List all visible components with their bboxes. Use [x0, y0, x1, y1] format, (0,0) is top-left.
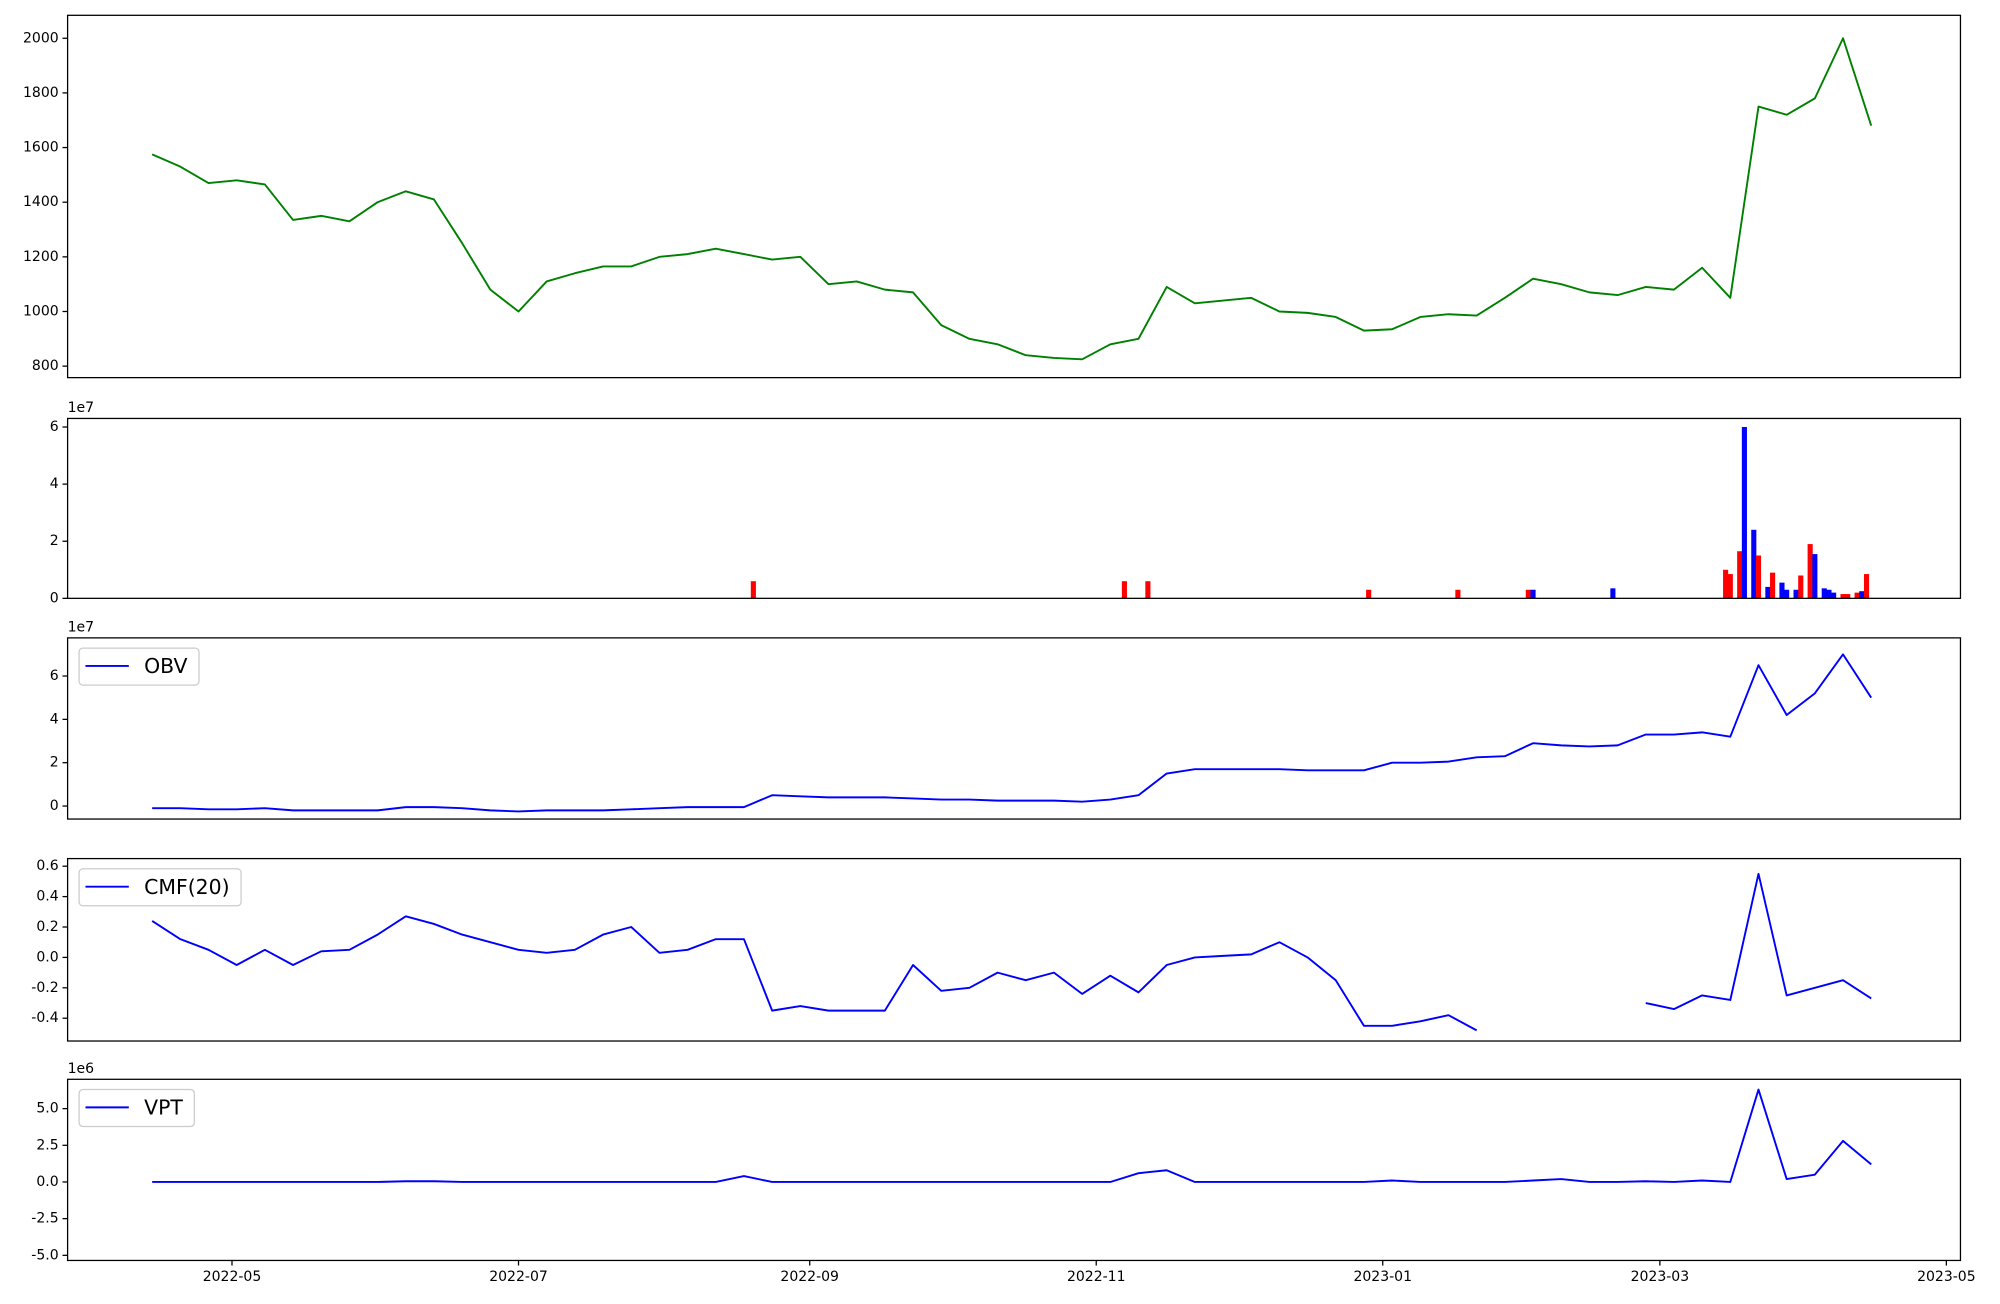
- bar: [1455, 589, 1461, 599]
- legend-box: [78, 1088, 195, 1128]
- data-line: [151, 872, 1872, 1032]
- bar: [1859, 591, 1865, 599]
- axes-frame: [66, 14, 1962, 379]
- bar: [1821, 588, 1827, 599]
- y-tick-label: 0.4: [36, 889, 58, 905]
- offset-label: 1e7: [68, 620, 94, 636]
- y-tick-label: 2000: [23, 30, 59, 46]
- bar: [1610, 588, 1616, 599]
- legend-label: VPT: [144, 1096, 183, 1120]
- y-tick-label: 0.0: [36, 1174, 58, 1190]
- x-tick-label: 2022-05: [203, 1269, 262, 1285]
- axes-frame: [66, 857, 1962, 1042]
- bar: [1845, 594, 1851, 599]
- offset-label: 1e6: [68, 1061, 95, 1077]
- y-tick-label: 6: [50, 419, 59, 435]
- y-tick-label: 0: [50, 798, 59, 814]
- x-tick-label: 2023-01: [1353, 1269, 1412, 1285]
- data-line: [151, 37, 1873, 361]
- bar: [1793, 589, 1799, 599]
- y-tick-label: -5.0: [31, 1247, 58, 1263]
- y-tick-label: 800: [32, 358, 59, 374]
- y-tick-label: 1200: [23, 249, 59, 265]
- y-tick-label: 2.5: [36, 1137, 58, 1153]
- axes-frame: [66, 417, 1962, 599]
- bar: [1779, 582, 1785, 599]
- bar: [1831, 592, 1837, 599]
- bar: [1755, 555, 1762, 599]
- bar: [1121, 581, 1127, 599]
- bar: [1798, 575, 1804, 599]
- data-line: [152, 1088, 1872, 1183]
- x-tick-label: 2022-07: [489, 1269, 548, 1285]
- axes-frame: [66, 637, 1962, 820]
- bar: [1854, 592, 1860, 599]
- data-line: [152, 653, 1873, 813]
- x-tick-label: 2022-09: [780, 1269, 839, 1285]
- y-tick-label: 1400: [23, 194, 59, 210]
- bar: [1145, 581, 1151, 599]
- y-tick-label: 1800: [23, 85, 59, 101]
- y-tick-label: 0.6: [36, 858, 58, 874]
- bar: [1765, 586, 1771, 599]
- bar: [1737, 551, 1743, 599]
- bar: [750, 581, 756, 599]
- bar: [1770, 572, 1776, 599]
- legend-box: [78, 868, 242, 907]
- y-tick-label: -0.2: [31, 980, 58, 996]
- y-tick-label: -0.4: [31, 1010, 58, 1026]
- y-tick-label: 0.2: [36, 919, 58, 935]
- y-tick-label: 1600: [23, 140, 59, 156]
- bar: [1840, 594, 1846, 599]
- bar: [1826, 589, 1832, 599]
- legend-box: [78, 647, 200, 686]
- y-tick-label: 2: [50, 533, 59, 549]
- y-tick-label: 6: [50, 668, 59, 684]
- y-tick-label: 4: [50, 476, 59, 492]
- offset-label: 1e7: [68, 400, 94, 416]
- legend-label: CMF(20): [144, 875, 229, 899]
- bar: [1812, 554, 1818, 599]
- x-tick-label: 2023-03: [1631, 1269, 1690, 1285]
- y-tick-label: 0.0: [36, 949, 58, 965]
- bar: [1723, 569, 1729, 599]
- bar: [1525, 589, 1531, 599]
- y-tick-label: 2: [50, 755, 59, 771]
- axes-frame: [66, 1078, 1962, 1262]
- y-tick-label: 0: [50, 590, 59, 606]
- y-tick-label: 4: [50, 711, 59, 727]
- bar: [1727, 574, 1733, 599]
- legend-label: OBV: [144, 654, 187, 678]
- x-tick-label: 2023-05: [1917, 1269, 1976, 1285]
- bar: [1863, 574, 1870, 599]
- bar: [1741, 427, 1747, 599]
- bar: [1530, 589, 1536, 599]
- bar: [1807, 544, 1813, 599]
- x-tick-label: 2022-11: [1067, 1269, 1126, 1285]
- bar: [1366, 589, 1372, 599]
- bar: [1784, 589, 1790, 599]
- bar: [1751, 529, 1757, 599]
- y-tick-label: 1000: [23, 304, 59, 320]
- y-tick-label: 5.0: [36, 1101, 58, 1117]
- y-tick-label: -2.5: [31, 1211, 58, 1227]
